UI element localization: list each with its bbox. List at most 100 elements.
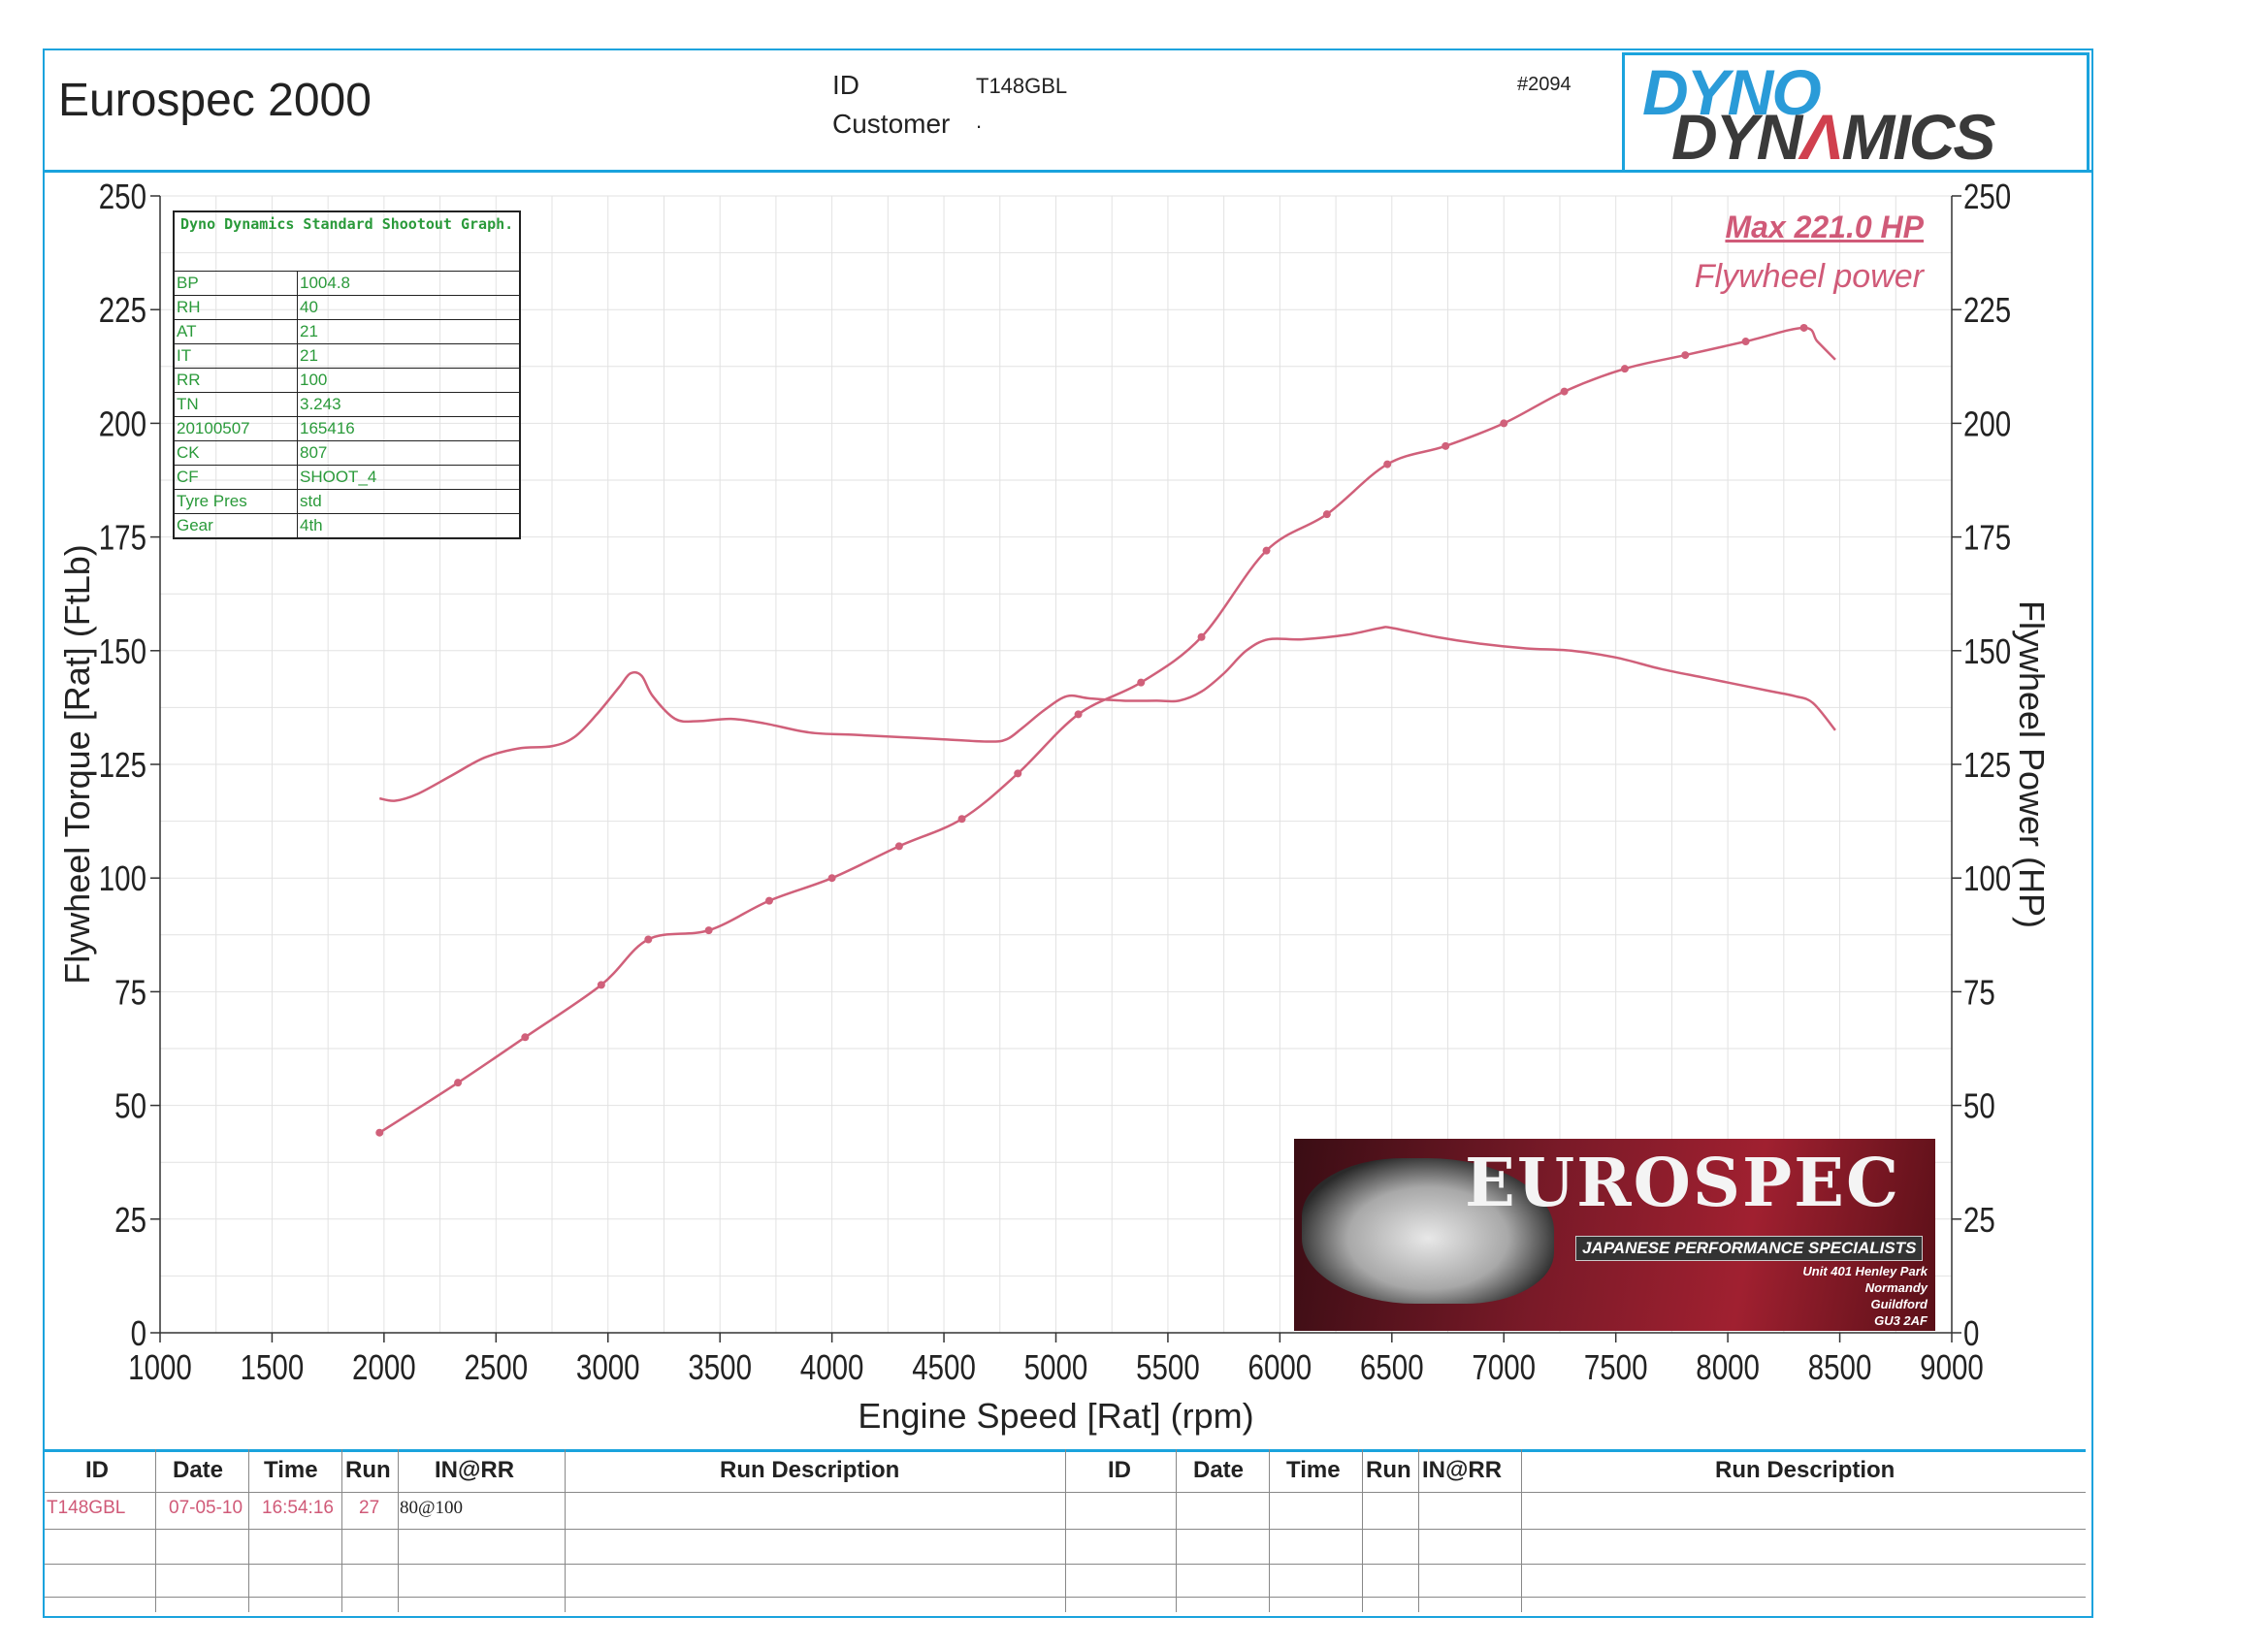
test-conditions-row: IT 21	[173, 343, 521, 369]
condition-key: RR	[173, 368, 298, 393]
test-conditions-row: Gear 4th	[173, 513, 521, 539]
flywheel-power-point	[1322, 510, 1331, 519]
flywheel-power-point	[1074, 710, 1083, 719]
run-cell-run: 27	[359, 1498, 380, 1518]
condition-key: 20100507	[173, 416, 298, 441]
flywheel-power-point	[1262, 546, 1271, 555]
banner-address: Unit 401 Henley Park Normandy Guildford …	[1802, 1263, 1928, 1329]
banner-brand: EUROSPEC	[1465, 1145, 1901, 1222]
x-tick-label: 3000	[576, 1347, 640, 1386]
run-cell-time: 16:54:16	[262, 1498, 334, 1518]
y-tick-label-right: 75	[1963, 973, 1995, 1012]
condition-value: 21	[297, 343, 521, 369]
header-bar	[43, 48, 2093, 173]
runs-header-in-rr: IN@RR	[435, 1457, 515, 1483]
x-tick-label: 3500	[688, 1347, 752, 1386]
flywheel-power-point	[454, 1079, 463, 1087]
runs-header-date: Date	[173, 1457, 224, 1483]
test-conditions-row: Tyre Pres std	[173, 489, 521, 514]
flywheel-power-point	[827, 874, 836, 883]
y-tick-label-left: 75	[114, 973, 146, 1012]
logo-line-2: DYNΛMICS	[1671, 101, 1995, 173]
runs-header-id: ID	[85, 1457, 109, 1483]
x-tick-label: 6000	[1248, 1347, 1312, 1386]
test-conditions-row: BP 1004.8	[173, 271, 521, 296]
y-tick-label-right: 125	[1963, 745, 2011, 784]
condition-value: 165416	[297, 416, 521, 441]
runs-header-description: Run Description	[720, 1457, 900, 1483]
max-power-label: Max 221.0 HP	[1725, 210, 1924, 244]
condition-key: CF	[173, 465, 298, 490]
test-conditions-row: RR 100	[173, 368, 521, 393]
x-tick-label: 7000	[1472, 1347, 1536, 1386]
runs-header-run: Run	[345, 1457, 391, 1483]
y-tick-label-right: 0	[1963, 1313, 1979, 1352]
y-tick-label-left: 250	[99, 177, 146, 215]
test-conditions-table: Dyno Dynamics Standard Shootout Graph. B…	[173, 210, 522, 539]
flywheel-power-point	[521, 1033, 530, 1042]
flywheel-power-point	[1383, 460, 1392, 469]
condition-value: 21	[297, 319, 521, 344]
condition-key: AT	[173, 319, 298, 344]
x-tick-label: 5000	[1024, 1347, 1088, 1386]
y-tick-label-left: 100	[99, 858, 146, 897]
y-tick-label-left: 175	[99, 518, 146, 557]
y-tick-label-right: 175	[1963, 518, 2011, 557]
condition-value: SHOOT_4	[297, 465, 521, 490]
flywheel-power-point	[644, 935, 653, 944]
x-tick-label: 4000	[800, 1347, 864, 1386]
condition-value: 3.243	[297, 392, 521, 417]
condition-key: IT	[173, 343, 298, 369]
condition-key: TN	[173, 392, 298, 417]
x-tick-label: 4500	[912, 1347, 976, 1386]
page-title: Eurospec 2000	[58, 75, 372, 126]
logo-line-1: DYNO	[1642, 56, 1822, 128]
condition-value: 4th	[297, 513, 521, 539]
x-tick-label: 1000	[128, 1347, 192, 1386]
y-tick-label-right: 100	[1963, 858, 2011, 897]
dyno-dynamics-logo: DYNO DYNΛMICS	[1622, 52, 2090, 173]
y-tick-label-right: 25	[1963, 1200, 1995, 1239]
runs-header-description-2: Run Description	[1715, 1457, 1895, 1483]
condition-value: 1004.8	[297, 271, 521, 296]
test-conditions-row: 20100507 165416	[173, 416, 521, 441]
flywheel-power-point	[957, 815, 966, 824]
test-conditions-row: CK 807	[173, 440, 521, 466]
flywheel-power-point	[1799, 323, 1808, 332]
condition-value: 807	[297, 440, 521, 466]
flywheel-power-point	[894, 842, 903, 851]
y-tick-label-left: 150	[99, 631, 146, 670]
run-cell-date: 07-05-10	[169, 1498, 243, 1518]
x-tick-label: 6500	[1360, 1347, 1424, 1386]
runs-header-run-2: Run	[1366, 1457, 1411, 1483]
x-tick-label: 2000	[352, 1347, 416, 1386]
car-image	[1302, 1158, 1554, 1304]
condition-key: BP	[173, 271, 298, 296]
flywheel-power-point	[1620, 365, 1629, 373]
x-tick-label: 8000	[1696, 1347, 1760, 1386]
runs-header-date-2: Date	[1193, 1457, 1245, 1483]
y-tick-label-left: 0	[131, 1313, 146, 1352]
address-line: Normandy	[1864, 1280, 1928, 1295]
condition-value: 100	[297, 368, 521, 393]
flywheel-power-point	[597, 981, 605, 989]
flywheel-power-point	[1014, 769, 1022, 778]
customer-label: Customer	[832, 109, 951, 139]
y-tick-label-left: 25	[114, 1200, 146, 1239]
condition-value: std	[297, 489, 521, 514]
flywheel-power-point	[1681, 351, 1690, 360]
x-axis-label: Engine Speed [Rat] (rpm)	[858, 1396, 1253, 1436]
test-conditions-caption-row: Dyno Dynamics Standard Shootout Graph.	[173, 210, 521, 272]
flywheel-power-label: Flywheel power	[1694, 258, 1924, 295]
x-tick-label: 8500	[1808, 1347, 1872, 1386]
y-tick-label-right: 150	[1963, 631, 2011, 670]
x-tick-label: 5500	[1136, 1347, 1200, 1386]
run-cell-in-rr: 80@100	[400, 1498, 463, 1518]
y-tick-label-left: 50	[114, 1086, 146, 1125]
y-tick-label-right: 250	[1963, 177, 2011, 215]
id-label: ID	[832, 70, 859, 100]
condition-key: Tyre Pres	[173, 489, 298, 514]
test-conditions-row: RH 40	[173, 295, 521, 320]
y-tick-label-left: 200	[99, 404, 146, 443]
y-tick-label-right: 225	[1963, 290, 2011, 329]
